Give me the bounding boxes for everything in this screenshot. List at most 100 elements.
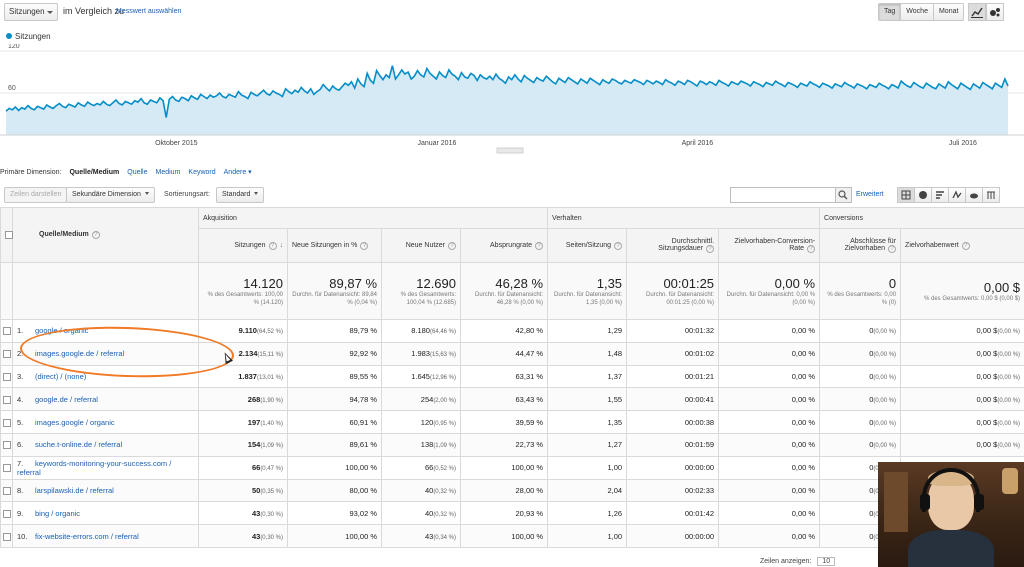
pages-per-session-cell: 1,00: [547, 524, 628, 548]
row-checkbox[interactable]: [2, 486, 11, 495]
y-tick-label: 60: [8, 85, 16, 92]
row-checkbox[interactable]: [2, 418, 11, 427]
total-new-sessions-pct: 89,87 % Durchn. für Datenansicht: 89,84 %…: [287, 262, 382, 320]
goal-completions-pct: (0,00 %): [873, 374, 897, 381]
source-medium-link[interactable]: images.google / organic: [35, 417, 115, 427]
pie-icon: [919, 191, 927, 199]
y-tick-label: 120: [8, 44, 20, 50]
help-icon[interactable]: ?: [706, 245, 715, 253]
webcam-overlay: [878, 462, 1024, 567]
secondary-dimension-dropdown[interactable]: Sekundäre Dimension: [66, 187, 155, 203]
avg-session-duration-value: 00:01:59: [684, 440, 715, 450]
dimension-option-keyword[interactable]: Keyword: [188, 168, 216, 176]
percentage-view-button[interactable]: [914, 187, 932, 203]
row-checkbox-cell: [0, 455, 13, 480]
col-header-pages-per-session[interactable]: Seiten/Sitzung?: [547, 228, 628, 263]
webcam-background-shelf: [884, 472, 908, 532]
goal-conversion-rate-cell: 0,00 %: [718, 455, 821, 480]
help-icon[interactable]: ?: [535, 241, 544, 250]
source-medium-link[interactable]: larspilawski.de / referral: [35, 485, 114, 495]
total-sub: Durchn. für Datenansicht: 00:01:25 (0,00…: [646, 291, 715, 306]
row-checkbox[interactable]: [2, 350, 11, 359]
source-medium-link[interactable]: keywords-monitoring-your-success.com / r…: [17, 458, 172, 477]
row-checkbox[interactable]: [2, 509, 11, 518]
goal-conversion-rate-value: 0,00 %: [791, 440, 816, 450]
source-medium-link[interactable]: google / organic: [35, 326, 89, 336]
new-sessions-pct-value: 89,55 %: [349, 371, 377, 381]
plot-rows-button[interactable]: Zeilen darstellen: [4, 187, 68, 203]
data-view-button[interactable]: [897, 187, 915, 203]
help-icon[interactable]: ?: [807, 245, 816, 253]
dimension-column-header[interactable]: Quelle/Medium?: [12, 207, 199, 263]
pivot-view-button[interactable]: [982, 187, 1000, 203]
dimension-option-medium[interactable]: Medium: [155, 168, 181, 176]
date-granularity-buttons: Tag Woche Monat: [878, 3, 965, 21]
pagination: Zeilen anzeigen: 10: [760, 557, 836, 566]
goal-completions-cell: 0(0,00 %): [819, 410, 902, 434]
row-checkbox[interactable]: [2, 441, 11, 450]
source-medium-link[interactable]: images.google.de / referral: [35, 349, 125, 359]
col-header-sessions[interactable]: Sitzungen? ↓: [198, 228, 288, 263]
motion-chart-button[interactable]: [986, 3, 1004, 21]
compare-metric-link[interactable]: Messwert auswählen: [116, 8, 182, 15]
bounce-rate-value: 44,47 %: [515, 349, 544, 359]
help-icon[interactable]: ?: [360, 241, 369, 250]
source-medium-link[interactable]: fix-website-errors.com / referral: [35, 531, 139, 541]
table-search-input[interactable]: [730, 187, 852, 203]
col-header-goal-conversion-rate[interactable]: Zielvorhaben-Conversion-Rate?: [718, 228, 821, 263]
range-month-button[interactable]: Monat: [933, 4, 964, 20]
col-header-goal-completions[interactable]: Abschlüsse für Zielvorhaben?: [819, 228, 902, 263]
col-header-goal-completions-label: Abschlüsse für Zielvorhaben: [844, 238, 897, 252]
chart-resize-handle[interactable]: [496, 147, 524, 154]
help-icon[interactable]: ?: [91, 231, 100, 239]
line-chart-button[interactable]: [968, 3, 986, 21]
row-checkbox[interactable]: [2, 464, 11, 473]
goal-completions-value: 0: [869, 440, 874, 450]
total-value: 12.690: [416, 275, 456, 291]
secondary-dimension-label: Sekundäre Dimension: [72, 191, 141, 198]
search-button[interactable]: [835, 188, 851, 202]
row-checkbox[interactable]: [2, 327, 11, 336]
help-icon[interactable]: ?: [961, 241, 970, 250]
col-header-new-sessions-pct[interactable]: Neue Sitzungen in %?: [287, 228, 382, 263]
term-cloud-view-button[interactable]: [965, 187, 983, 203]
source-medium-cell: 6. suche.t-online.de / referral: [12, 432, 199, 457]
help-icon[interactable]: ?: [888, 245, 897, 253]
range-day-button[interactable]: Tag: [879, 4, 902, 20]
dimension-option-other[interactable]: Andere ▾: [223, 169, 252, 176]
row-checkbox[interactable]: [2, 395, 11, 404]
help-icon[interactable]: ?: [268, 241, 277, 250]
advanced-filter-link[interactable]: Erweitert: [856, 191, 884, 198]
sessions-cell: 50(0,35 %): [198, 478, 288, 503]
chart-controls: Sitzungen im Vergleich zu Messwert auswä…: [0, 0, 1024, 26]
row-checkbox[interactable]: [2, 532, 11, 541]
rows-per-page-select[interactable]: 10: [817, 557, 836, 566]
col-header-avg-session-duration[interactable]: Durchschnittl. Sitzungsdauer?: [626, 228, 720, 263]
col-header-bounce-rate[interactable]: Absprungrate?: [459, 228, 549, 263]
col-header-pages-per-session-label: Seiten/Sitzung: [565, 241, 612, 249]
select-all-checkbox[interactable]: [5, 231, 13, 239]
help-icon[interactable]: ?: [448, 241, 456, 250]
source-medium-link[interactable]: google.de / referral: [35, 394, 98, 404]
total-sub: % des Gesamtwerts: 0,00 % (0): [827, 291, 897, 306]
source-medium-link[interactable]: (direct) / (none): [35, 371, 87, 381]
range-week-button[interactable]: Woche: [901, 4, 934, 20]
sort-type-label: Sortierungsart:: [164, 191, 210, 198]
source-medium-link[interactable]: bing / organic: [35, 508, 81, 518]
row-number: 9.: [17, 508, 24, 518]
col-header-new-users[interactable]: Neue Nutzer?: [381, 228, 461, 263]
dimension-option-source[interactable]: Quelle: [127, 168, 148, 176]
goal-conversion-rate-cell: 0,00 %: [718, 501, 821, 526]
help-icon[interactable]: ?: [614, 241, 623, 250]
sort-type-dropdown[interactable]: Standard: [216, 187, 265, 203]
performance-view-button[interactable]: [931, 187, 949, 203]
compare-icon: [952, 190, 962, 199]
metric-select[interactable]: Sitzungen: [4, 3, 58, 21]
comparison-view-button[interactable]: [948, 187, 966, 203]
source-medium-link[interactable]: suche.t-online.de / referral: [35, 440, 123, 450]
total-sub: % des Gesamtwerts: 100,00 % (14.120): [207, 291, 283, 306]
grid-icon: [901, 190, 911, 200]
chevron-down-icon: [254, 192, 259, 195]
col-header-goal-value[interactable]: Zielvorhabenwert?: [900, 228, 1024, 263]
row-checkbox[interactable]: [2, 373, 11, 381]
